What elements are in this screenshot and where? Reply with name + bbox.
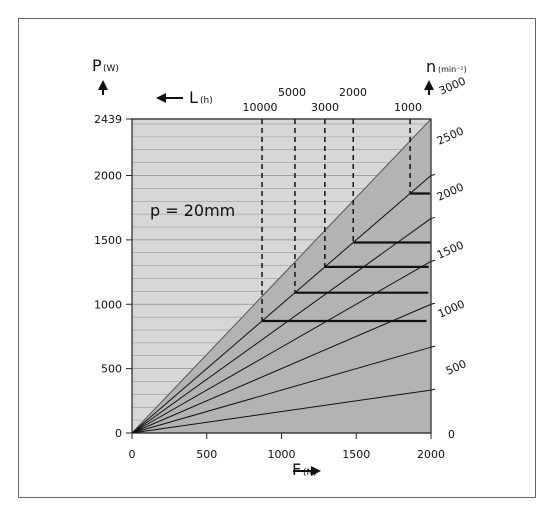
life-row2-label-10000: 10000 xyxy=(243,101,278,114)
speed-line-1500 xyxy=(131,303,432,434)
speed-line-tail-1000 xyxy=(430,345,436,348)
speed-line-500 xyxy=(131,389,432,434)
speed-tick-label-1000: 1000 xyxy=(436,297,467,320)
speed-line-tail-500 xyxy=(430,388,436,391)
speed-tick-label-3000: 3000 xyxy=(437,74,468,97)
speed-tick-label-500: 500 xyxy=(444,357,468,377)
speed-line-1000 xyxy=(131,346,432,434)
life-row1-label-2000: 2000 xyxy=(339,86,367,99)
x-axis-unit: (N) xyxy=(303,468,317,478)
speed-tick-label-1500: 1500 xyxy=(435,238,466,261)
speed-line-3000 xyxy=(131,175,432,434)
life-row1-label-5000: 5000 xyxy=(278,86,306,99)
x-tick-label-1000: 1000 xyxy=(268,448,296,461)
x-tick-label-0: 0 xyxy=(129,448,136,461)
speed-label: n xyxy=(426,57,436,76)
life-row2-label-1000: 1000 xyxy=(394,101,422,114)
speed-line-tail-3000 xyxy=(430,174,436,177)
life-row2-label-3000: 3000 xyxy=(311,101,339,114)
pitch-annotation: p = 20mm xyxy=(150,201,235,220)
speed-tick-label-0: 0 xyxy=(448,428,455,441)
y-tick-label-500: 500 xyxy=(101,363,122,376)
life-label: L xyxy=(189,88,198,107)
y-tick-label-0: 0 xyxy=(115,427,122,440)
y-tick-label-2000: 2000 xyxy=(94,170,122,183)
speed-line-tail-2500 xyxy=(430,216,436,219)
speed-line-2500 xyxy=(131,218,432,434)
y-tick-label-1000: 1000 xyxy=(94,298,122,311)
y-axis-label: P xyxy=(92,56,102,75)
speed-tick-label-2000: 2000 xyxy=(435,180,466,203)
speed-line-2000 xyxy=(131,260,432,434)
y-tick-label-2439: 2439 xyxy=(94,113,122,126)
x-tick-label-500: 500 xyxy=(196,448,217,461)
x-axis-label: F xyxy=(292,460,301,479)
life-unit: (h) xyxy=(200,96,213,106)
y-axis-unit: (W) xyxy=(103,64,119,74)
speed-tick-label-2500: 2500 xyxy=(435,124,466,147)
speed-line-tail-2000 xyxy=(430,259,436,262)
x-tick-label-1500: 1500 xyxy=(342,448,370,461)
x-tick-label-2000: 2000 xyxy=(417,448,445,461)
speed-unit: (min⁻¹) xyxy=(438,65,467,74)
speed-line-tail-1500 xyxy=(430,302,436,305)
y-tick-label-1500: 1500 xyxy=(94,234,122,247)
